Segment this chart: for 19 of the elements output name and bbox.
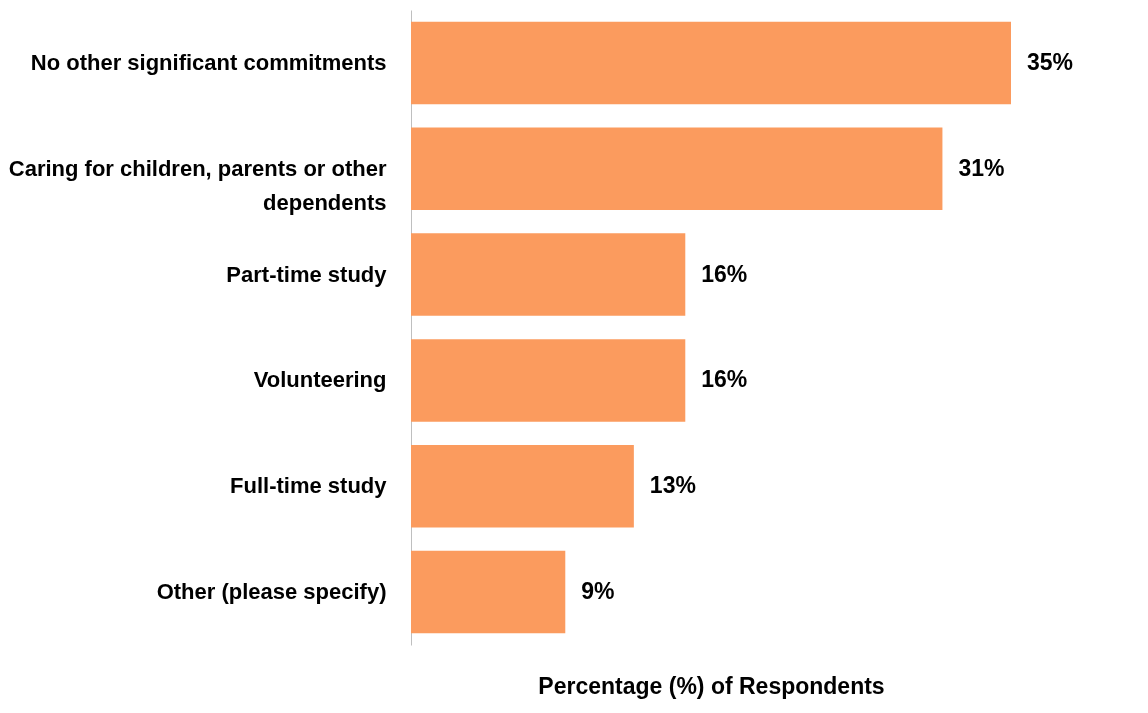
data-label: 31% bbox=[958, 154, 1005, 181]
data-label: 35% bbox=[1027, 48, 1074, 75]
bar bbox=[411, 127, 943, 211]
y-tick-label: Full-time study bbox=[230, 473, 388, 499]
data-label: 9% bbox=[581, 578, 615, 605]
bar bbox=[411, 339, 686, 422]
data-label: 16% bbox=[701, 260, 748, 287]
bar bbox=[411, 21, 1011, 105]
data-label: 13% bbox=[649, 472, 696, 499]
y-tick-label: No other significant commitments bbox=[30, 49, 387, 75]
data-label: 16% bbox=[701, 366, 748, 393]
bar bbox=[411, 233, 686, 316]
y-tick-label: Other (please specify) bbox=[156, 579, 387, 605]
y-tick-label: Part-time study bbox=[226, 261, 388, 287]
x-axis-title: Percentage (%) of Respondents bbox=[538, 672, 885, 699]
bar bbox=[411, 444, 634, 528]
y-tick-label: Caring for children, parents or other dependents bbox=[8, 155, 387, 215]
y-tick-label: Volunteering bbox=[253, 367, 387, 393]
bar bbox=[411, 550, 566, 634]
